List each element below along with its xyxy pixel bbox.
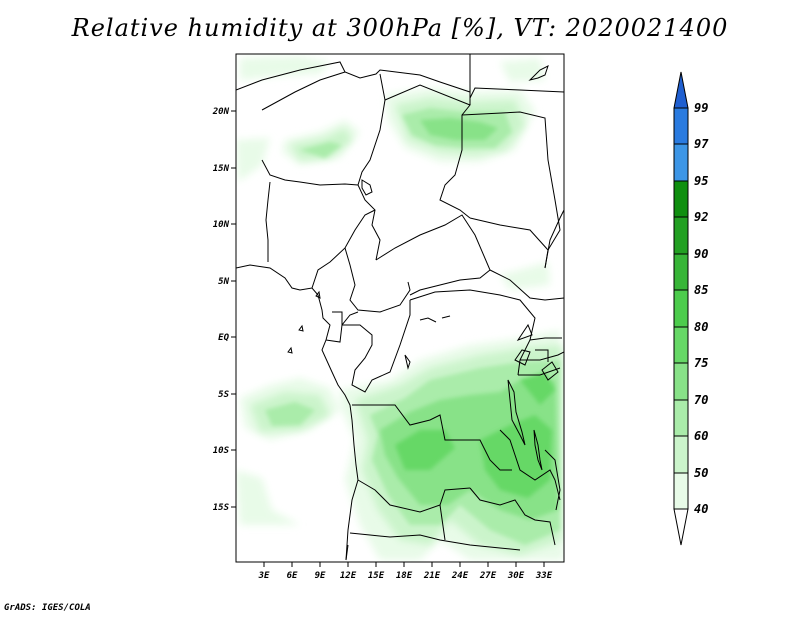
colorbar-segment-70 — [673, 362, 689, 401]
colorbar-label-90: 90 — [694, 247, 708, 261]
lat-label-5n: 5N — [218, 277, 229, 287]
colorbar-label-85: 85 — [694, 283, 708, 297]
colorbar-segment-60 — [673, 399, 689, 437]
lat-tick-marks — [231, 110, 236, 508]
colorbar-segment-80 — [673, 289, 689, 328]
lon-label-12e: 12E — [340, 571, 357, 581]
colorbar-arrow-top — [673, 71, 689, 109]
colorbar-segment-95 — [673, 143, 689, 182]
lat-label-5s: 5S — [218, 390, 229, 400]
colorbar-segment-50 — [673, 435, 689, 474]
lat-label-15s: 15S — [213, 503, 230, 513]
lat-label-20n: 20N — [212, 107, 230, 117]
colorbar-segment-90 — [673, 216, 689, 255]
plot-title: Relative humidity at 300hPa [%], VT: 202… — [71, 14, 729, 42]
lon-tick-labels: 3E 6E 9E 12E 15E 18E 21E 24E 27E 30E 33E — [258, 571, 553, 581]
grads-credit: GrADS: IGES/COLA — [4, 603, 91, 613]
lon-label-24e: 24E — [451, 571, 469, 581]
colorbar-segment-85 — [673, 253, 689, 291]
lon-label-33e: 33E — [535, 571, 553, 581]
lon-label-3e: 3E — [258, 571, 270, 581]
lon-label-27e: 27E — [479, 571, 497, 581]
lon-label-18e: 18E — [396, 571, 413, 581]
lon-label-30e: 30E — [507, 571, 525, 581]
colorbar-segment-92 — [673, 180, 689, 218]
lon-label-9e: 9E — [315, 571, 326, 581]
colorbar-label-75: 75 — [694, 356, 708, 370]
colorbar-segment-97 — [673, 107, 689, 145]
colorbar-label-99: 99 — [694, 101, 708, 115]
lon-label-21e: 21E — [423, 571, 441, 581]
colorbar: 99 97 95 92 90 85 80 75 70 60 50 40 — [673, 71, 709, 546]
colorbar-label-97: 97 — [694, 137, 709, 151]
colorbar-segment-75 — [673, 326, 689, 364]
lat-tick-labels: 20N 15N 10N 5N EQ 5S 10S 15S — [212, 107, 230, 513]
lat-label-10n: 10N — [213, 220, 230, 230]
lon-tick-marks — [263, 562, 545, 567]
colorbar-label-92: 92 — [694, 210, 708, 224]
map-frame — [235, 53, 565, 563]
lon-label-6e: 6E — [287, 571, 298, 581]
colorbar-segment-40 — [673, 472, 689, 510]
lat-label-15n: 15N — [213, 164, 230, 174]
colorbar-label-60: 60 — [694, 429, 708, 443]
humidity-field — [236, 56, 564, 560]
colorbar-arrow-bottom — [673, 508, 689, 546]
lat-label-10s: 10S — [213, 446, 230, 456]
colorbar-label-40: 40 — [694, 502, 708, 516]
colorbar-label-70: 70 — [694, 393, 708, 407]
lon-label-15e: 15E — [368, 571, 385, 581]
colorbar-label-80: 80 — [694, 320, 708, 334]
colorbar-label-50: 50 — [694, 466, 708, 480]
country-borders — [236, 54, 564, 561]
lat-label-eq: EQ — [218, 333, 229, 343]
colorbar-label-95: 95 — [694, 174, 708, 188]
